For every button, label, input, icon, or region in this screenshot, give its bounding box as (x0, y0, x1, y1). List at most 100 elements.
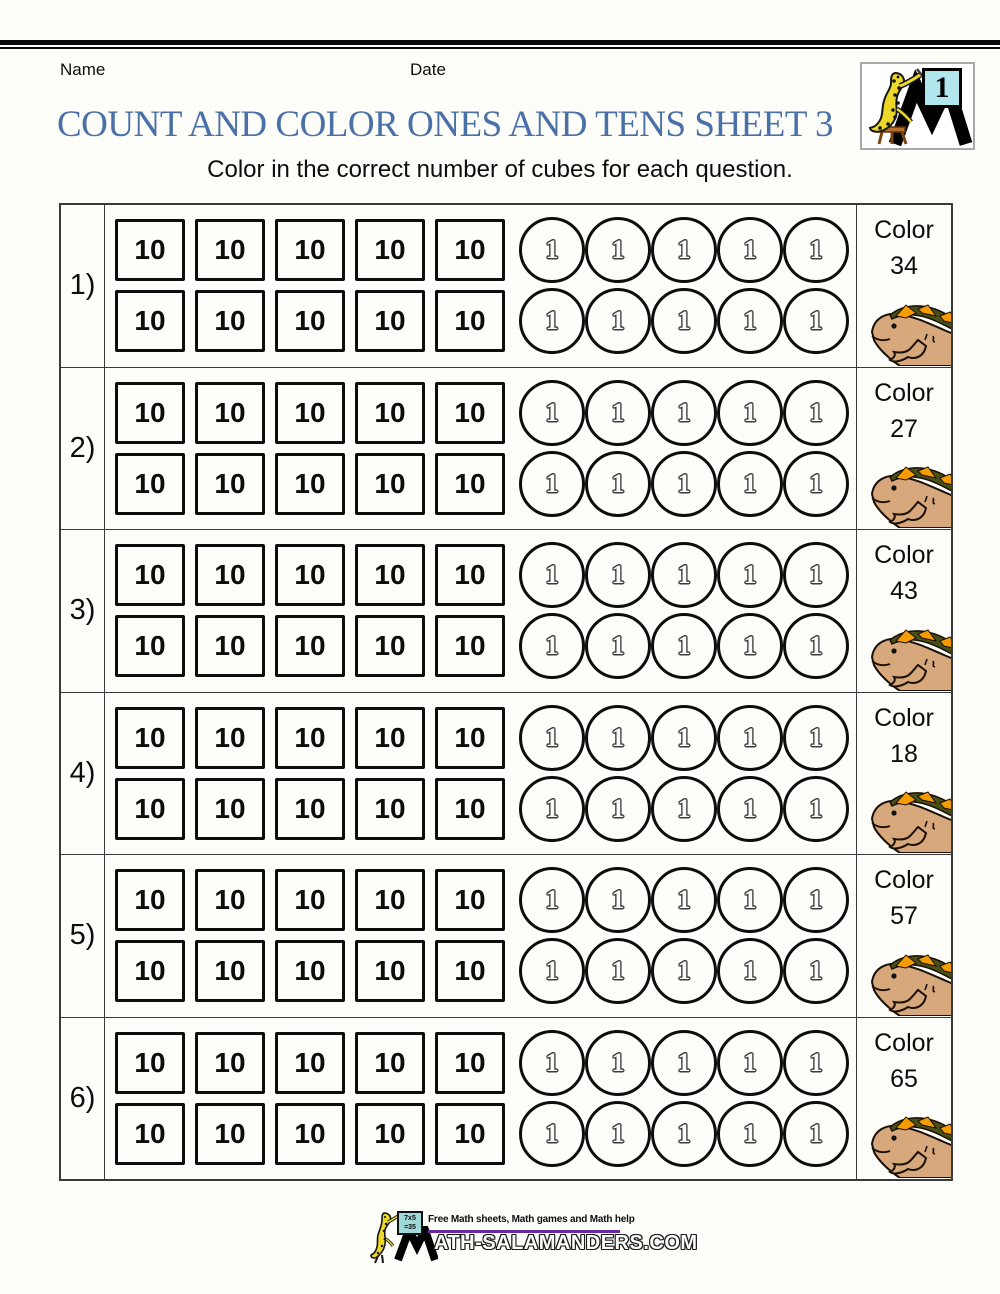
ten-block: 10 (115, 452, 185, 515)
one-circle: 1 (519, 704, 585, 771)
one-circle: 1 (585, 450, 651, 517)
one-circle: 1 (651, 775, 717, 842)
top-divider-thick (0, 40, 1000, 45)
color-label: Color (874, 378, 934, 407)
footer-underline (428, 1230, 620, 1233)
one-circle: 1 (519, 1029, 585, 1096)
footer-math-board: 7x5 =35 (397, 1211, 423, 1235)
ten-block: 10 (115, 1031, 185, 1094)
one-circle: 1 (585, 288, 651, 355)
ten-block: 10 (435, 544, 505, 607)
one-circle: 1 (717, 542, 783, 609)
units-cell: 10 10 10 10 10 1 1 1 1 1 10 10 10 10 10 1 1 1 1 1 (105, 855, 856, 1017)
ten-block: 10 (435, 777, 505, 840)
color-count: 18 (890, 739, 918, 768)
units-line-1: 10 10 10 10 10 1 1 1 1 1 (115, 867, 856, 934)
ten-block: 10 (115, 381, 185, 444)
footer-tagline: Free Math sheets, Math games and Math he… (428, 1214, 635, 1225)
color-label: Color (874, 541, 934, 569)
one-circle: 1 (585, 1100, 651, 1167)
one-circle: 1 (717, 613, 783, 680)
answer-cell: Color 27 (856, 367, 951, 529)
board-line1: 7x5 (404, 1214, 416, 1222)
ten-block: 10 (115, 544, 185, 607)
one-circle: 1 (717, 938, 783, 1005)
one-circle: 1 (519, 775, 585, 842)
one-circle: 1 (783, 1100, 849, 1167)
ten-block: 10 (355, 869, 425, 932)
one-circle: 1 (519, 379, 585, 446)
color-count: 57 (890, 902, 918, 931)
footer-m-logo-icon (394, 1226, 438, 1262)
ten-block: 10 (195, 1031, 265, 1094)
one-circle: 1 (651, 288, 717, 355)
ten-block: 10 (355, 706, 425, 769)
one-circle: 1 (717, 450, 783, 517)
one-circle: 1 (585, 938, 651, 1005)
ten-block: 10 (195, 544, 265, 607)
ten-block: 10 (435, 1031, 505, 1094)
units-line-2: 10 10 10 10 10 1 1 1 1 1 (115, 450, 856, 517)
top-divider-thin (0, 46, 1000, 49)
lizard-icon (870, 628, 951, 691)
ten-block: 10 (435, 615, 505, 678)
ten-block: 10 (275, 777, 345, 840)
one-circle: 1 (783, 613, 849, 680)
lizard-icon (870, 791, 951, 853)
units-cell: 10 10 10 10 10 1 1 1 1 1 10 10 10 10 10 1 1 1 1 1 (105, 368, 856, 530)
ten-block: 10 (355, 615, 425, 678)
ten-block: 10 (195, 290, 265, 353)
units-line-2: 10 10 10 10 10 1 1 1 1 1 (115, 288, 856, 355)
one-circle: 1 (717, 1029, 783, 1096)
one-circle: 1 (717, 217, 783, 284)
question-number: 6) (61, 1017, 105, 1179)
question-number: 4) (61, 692, 105, 854)
ten-block: 10 (435, 869, 505, 932)
one-circle: 1 (585, 775, 651, 842)
one-circle: 1 (783, 217, 849, 284)
units-cell: 10 10 10 10 10 1 1 1 1 1 10 10 10 10 10 1 1 1 1 1 (105, 205, 856, 367)
units-cell: 10 10 10 10 10 1 1 1 1 1 10 10 10 10 10 1 1 1 1 1 (105, 693, 856, 855)
one-circle: 1 (783, 867, 849, 934)
ten-block: 10 (355, 452, 425, 515)
one-circle: 1 (651, 938, 717, 1005)
ten-block: 10 (355, 219, 425, 282)
one-circle: 1 (519, 867, 585, 934)
ten-block: 10 (115, 940, 185, 1003)
one-circle: 1 (651, 613, 717, 680)
ten-block: 10 (195, 381, 265, 444)
ten-block: 10 (275, 940, 345, 1003)
ten-block: 10 (435, 290, 505, 353)
units-line-2: 10 10 10 10 10 1 1 1 1 1 (115, 613, 856, 680)
one-circle: 1 (519, 450, 585, 517)
question-row: 4) 10 10 10 10 10 1 1 1 1 1 10 10 10 10 10 1 1 1 1 1 Color… (61, 692, 951, 855)
ten-block: 10 (275, 1102, 345, 1165)
one-circle: 1 (717, 379, 783, 446)
one-circle: 1 (651, 217, 717, 284)
units-line-2: 10 10 10 10 10 1 1 1 1 1 (115, 775, 856, 842)
one-circle: 1 (783, 450, 849, 517)
question-row: 6) 10 10 10 10 10 1 1 1 1 1 10 10 10 10 10 1 1 1 1 1 Color… (61, 1017, 951, 1180)
ten-block: 10 (435, 706, 505, 769)
site-name-rest: ATH-SALAMANDERS.COM (434, 1232, 698, 1254)
one-circle: 1 (783, 775, 849, 842)
question-row: 1) 10 10 10 10 10 1 1 1 1 1 10 10 10 10 10 1 1 1 1 1 Color… (61, 205, 951, 368)
ten-block: 10 (195, 869, 265, 932)
one-circle: 1 (651, 542, 717, 609)
ten-block: 10 (115, 615, 185, 678)
ten-block: 10 (195, 452, 265, 515)
ten-block: 10 (355, 1102, 425, 1165)
units-line-1: 10 10 10 10 10 1 1 1 1 1 (115, 217, 856, 284)
answer-cell: Color 18 (856, 692, 951, 854)
question-row: 5) 10 10 10 10 10 1 1 1 1 1 10 10 10 10 10 1 1 1 1 1 Color… (61, 855, 951, 1018)
question-number: 1) (61, 205, 105, 367)
instructions: Color in the correct number of cubes for… (207, 156, 793, 183)
color-count: 34 (890, 252, 918, 281)
one-circle: 1 (651, 450, 717, 517)
ten-block: 10 (355, 290, 425, 353)
units-cell: 10 10 10 10 10 1 1 1 1 1 10 10 10 10 10 1 1 1 1 1 (105, 530, 856, 692)
units-cell: 10 10 10 10 10 1 1 1 1 1 10 10 10 10 10 1 1 1 1 1 (105, 1018, 856, 1180)
ten-block: 10 (115, 706, 185, 769)
one-circle: 1 (783, 542, 849, 609)
question-number: 5) (61, 855, 105, 1017)
